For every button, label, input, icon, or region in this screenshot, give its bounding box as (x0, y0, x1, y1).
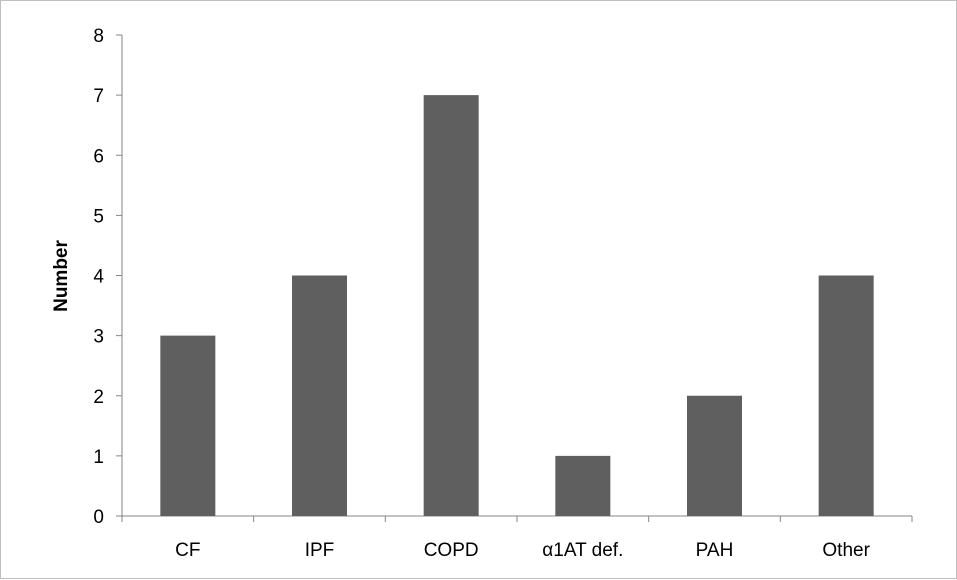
x-category-label: α1AT def. (542, 540, 623, 561)
y-tick-label: 6 (93, 146, 104, 167)
x-category-label: IPF (305, 540, 335, 561)
y-tick-label: 0 (93, 507, 104, 528)
y-axis: 0 1 2 3 4 5 6 7 8 (93, 26, 123, 528)
bar-pah (687, 395, 742, 516)
bar-cf (160, 335, 216, 516)
bar-ipf (292, 275, 347, 516)
y-tick-label: 7 (93, 86, 104, 107)
x-category-label: PAH (696, 540, 734, 561)
y-tick-label: 3 (93, 327, 104, 348)
bar--1at-def (555, 455, 611, 516)
x-category-label: COPD (424, 540, 479, 561)
bars (160, 95, 874, 516)
x-category-label: CF (175, 540, 200, 561)
y-tick-label: 2 (93, 387, 104, 408)
x-axis: CF IPF COPD α1AT def. PAH Other (121, 515, 913, 561)
x-category-label: Other (822, 540, 870, 561)
y-tick-label: 5 (93, 206, 104, 227)
y-axis-title: Number (51, 240, 72, 312)
y-tick-label: 8 (93, 26, 104, 47)
bar-copd (423, 95, 479, 516)
bar-other (818, 275, 874, 516)
y-tick-label: 1 (93, 447, 104, 468)
y-tick-label: 4 (93, 267, 104, 288)
